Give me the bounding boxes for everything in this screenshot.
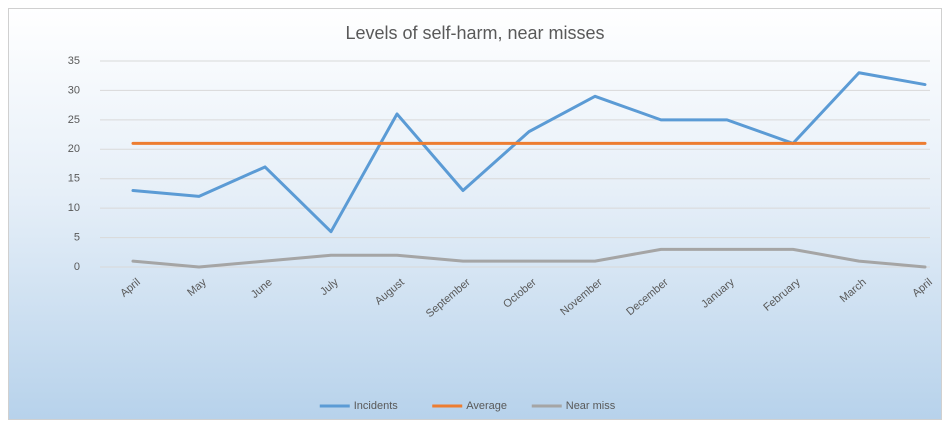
chart-title: Levels of self-harm, near misses	[345, 23, 604, 43]
y-tick-label: 30	[68, 84, 80, 96]
y-tick-label: 15	[68, 173, 80, 185]
y-tick-label: 0	[74, 261, 80, 273]
legend-label: Incidents	[354, 400, 399, 412]
legend-label: Near miss	[566, 400, 616, 412]
legend-label: Average	[466, 400, 507, 412]
y-tick-label: 25	[68, 114, 80, 126]
y-tick-label: 10	[68, 202, 80, 214]
series-line	[131, 247, 927, 269]
y-tick-label: 35	[68, 55, 80, 67]
chart-background	[8, 8, 942, 420]
y-tick-label: 20	[68, 143, 80, 155]
y-tick-label: 5	[74, 231, 80, 243]
